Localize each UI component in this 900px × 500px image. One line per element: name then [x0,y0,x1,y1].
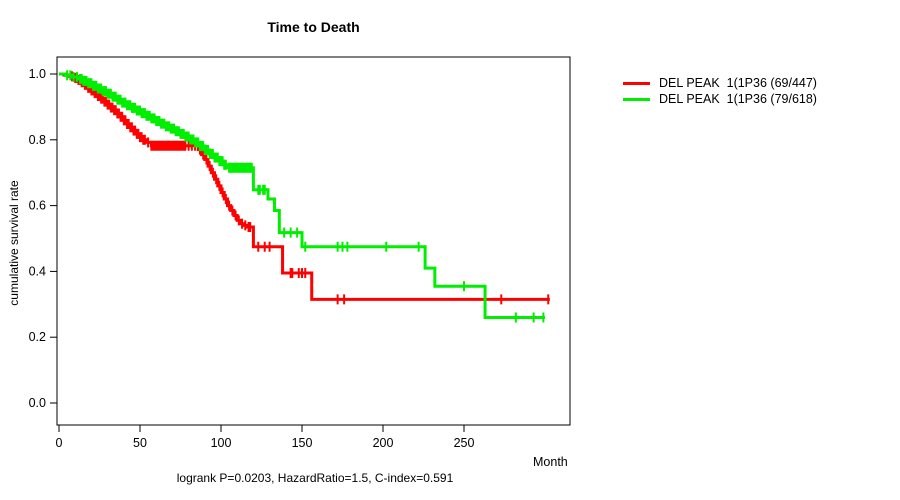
y-tick-label: 0.8 [29,133,46,147]
x-tick-label: 100 [211,436,232,450]
legend: DEL PEAK 1(1P36 (69/447) DEL PEAK 1(1P36… [623,77,817,105]
x-tick-label: 200 [373,436,394,450]
legend-line-red-icon [623,81,650,85]
y-tick-label: 0.2 [29,330,46,344]
stats-annotation: logrank P=0.0203, HazardRatio=1.5, C-ind… [176,471,454,485]
y-tick-label: 0.4 [29,264,46,278]
y-tick-label: 0.0 [29,396,46,410]
x-axis-label: Month [533,455,568,469]
legend-label-red: DEL PEAK 1(1P36 (69/447) [659,76,817,90]
plot-box [56,56,571,426]
x-tick-label: 0 [56,436,63,450]
legend-line-green-icon [623,97,650,101]
x-tick-label: 250 [454,436,475,450]
chart-title: Time to Death [267,19,360,35]
y-tick-label: 1.0 [29,67,46,81]
x-tick-label: 150 [292,436,313,450]
legend-label-green: DEL PEAK 1(1P36 (79/618) [659,92,817,106]
x-tick-label: 50 [133,436,147,450]
y-tick-label: 0.6 [29,199,46,213]
legend-item-red: DEL PEAK 1(1P36 (69/447) [623,77,817,89]
legend-item-green: DEL PEAK 1(1P36 (79/618) [623,93,817,105]
